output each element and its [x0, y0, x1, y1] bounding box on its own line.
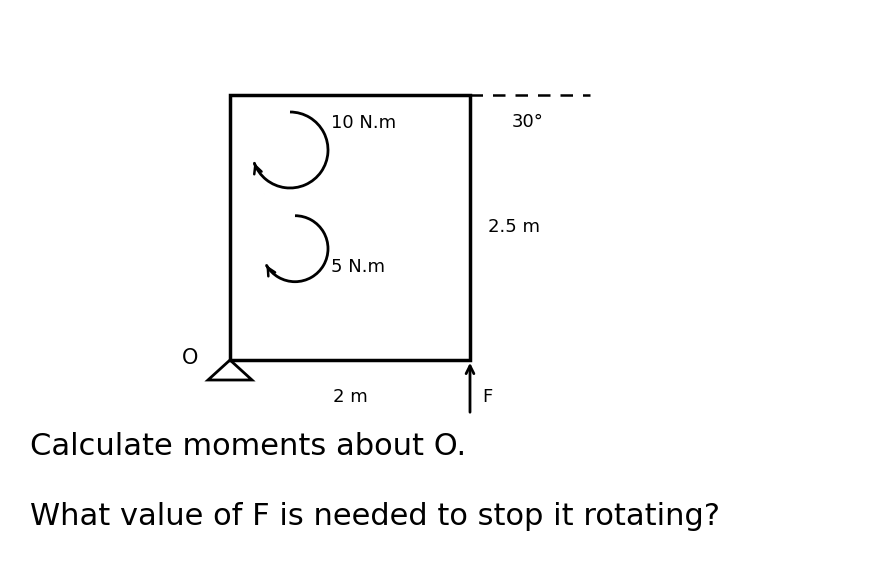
Text: F: F [482, 388, 493, 406]
Text: 5 N.m: 5 N.m [332, 258, 385, 276]
Text: 2.5 m: 2.5 m [488, 218, 540, 237]
Text: What value of F is needed to stop it rotating?: What value of F is needed to stop it rot… [30, 502, 720, 531]
Text: 2 m: 2 m [333, 388, 367, 406]
Text: Calculate moments about O.: Calculate moments about O. [30, 432, 466, 461]
Text: 10 N.m: 10 N.m [331, 114, 396, 132]
Text: O: O [181, 348, 198, 368]
Text: 30°: 30° [512, 113, 544, 131]
